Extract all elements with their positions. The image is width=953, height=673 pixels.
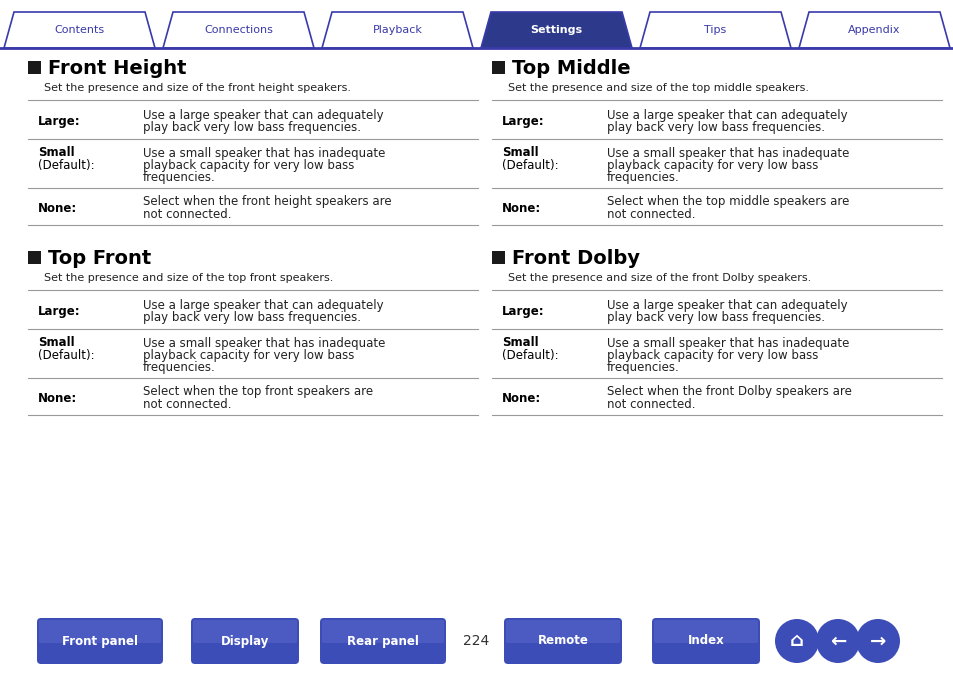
Text: play back very low bass frequencies.: play back very low bass frequencies.	[143, 122, 360, 135]
Text: Large:: Large:	[38, 116, 81, 129]
FancyBboxPatch shape	[39, 620, 161, 643]
Text: Use a large speaker that can adequately: Use a large speaker that can adequately	[606, 110, 846, 122]
Polygon shape	[322, 12, 473, 48]
Text: Use a large speaker that can adequately: Use a large speaker that can adequately	[143, 299, 383, 312]
Text: Use a large speaker that can adequately: Use a large speaker that can adequately	[606, 299, 846, 312]
Text: playback capacity for very low bass: playback capacity for very low bass	[143, 349, 354, 361]
Text: playback capacity for very low bass: playback capacity for very low bass	[143, 159, 354, 172]
Bar	[492, 251, 504, 264]
Text: Use a large speaker that can adequately: Use a large speaker that can adequately	[143, 110, 383, 122]
Text: Select when the front Dolby speakers are: Select when the front Dolby speakers are	[606, 386, 851, 398]
Text: Large:: Large:	[501, 116, 544, 129]
Text: Playback: Playback	[373, 25, 422, 35]
Polygon shape	[4, 12, 154, 48]
Text: not connected.: not connected.	[606, 207, 695, 221]
Text: playback capacity for very low bass: playback capacity for very low bass	[606, 349, 818, 361]
FancyBboxPatch shape	[654, 620, 758, 643]
FancyBboxPatch shape	[319, 618, 446, 664]
Text: None:: None:	[501, 201, 540, 215]
Text: Large:: Large:	[501, 306, 544, 318]
Text: Appendix: Appendix	[847, 25, 900, 35]
Circle shape	[815, 619, 859, 663]
Text: Tips: Tips	[703, 25, 726, 35]
Text: play back very low bass frequencies.: play back very low bass frequencies.	[143, 312, 360, 324]
Text: →: →	[869, 631, 885, 651]
Text: ←: ←	[829, 631, 845, 651]
Text: Connections: Connections	[204, 25, 273, 35]
Text: Small: Small	[38, 336, 74, 349]
FancyBboxPatch shape	[37, 618, 163, 664]
Text: Front panel: Front panel	[62, 635, 138, 647]
Text: Use a small speaker that has inadequate: Use a small speaker that has inadequate	[606, 147, 848, 160]
Bar	[28, 251, 41, 264]
Text: Select when the top front speakers are: Select when the top front speakers are	[143, 386, 373, 398]
Text: Front Dolby: Front Dolby	[512, 249, 639, 268]
FancyBboxPatch shape	[191, 618, 298, 664]
Text: Use a small speaker that has inadequate: Use a small speaker that has inadequate	[143, 147, 385, 160]
Bar	[28, 61, 41, 74]
FancyBboxPatch shape	[193, 620, 296, 643]
Text: Rear panel: Rear panel	[347, 635, 418, 647]
Text: play back very low bass frequencies.: play back very low bass frequencies.	[606, 122, 824, 135]
Text: Remote: Remote	[537, 635, 588, 647]
Text: not connected.: not connected.	[143, 207, 232, 221]
Text: Display: Display	[220, 635, 269, 647]
Text: Index: Index	[687, 635, 723, 647]
Text: 224: 224	[462, 634, 489, 648]
FancyBboxPatch shape	[505, 620, 619, 643]
Circle shape	[855, 619, 899, 663]
Polygon shape	[480, 12, 631, 48]
Text: Top Front: Top Front	[48, 249, 152, 268]
Text: Small: Small	[38, 147, 74, 160]
Polygon shape	[799, 12, 949, 48]
Text: playback capacity for very low bass: playback capacity for very low bass	[606, 159, 818, 172]
Text: Set the presence and size of the top middle speakers.: Set the presence and size of the top mid…	[507, 83, 808, 93]
Text: frequencies.: frequencies.	[606, 361, 679, 374]
Text: Small: Small	[501, 336, 538, 349]
Text: None:: None:	[38, 392, 77, 404]
Text: not connected.: not connected.	[606, 398, 695, 411]
Text: play back very low bass frequencies.: play back very low bass frequencies.	[606, 312, 824, 324]
Text: (Default):: (Default):	[501, 160, 558, 172]
Text: (Default):: (Default):	[501, 349, 558, 363]
Text: not connected.: not connected.	[143, 398, 232, 411]
Text: Use a small speaker that has inadequate: Use a small speaker that has inadequate	[143, 336, 385, 349]
Text: Select when the front height speakers are: Select when the front height speakers ar…	[143, 195, 392, 209]
Text: ⌂: ⌂	[789, 631, 803, 651]
FancyBboxPatch shape	[651, 618, 760, 664]
Text: Set the presence and size of the front height speakers.: Set the presence and size of the front h…	[44, 83, 351, 93]
Text: Set the presence and size of the front Dolby speakers.: Set the presence and size of the front D…	[507, 273, 810, 283]
Text: (Default):: (Default):	[38, 160, 94, 172]
Text: Top Middle: Top Middle	[512, 59, 630, 78]
Text: Large:: Large:	[38, 306, 81, 318]
Text: Contents: Contents	[54, 25, 105, 35]
Text: Small: Small	[501, 147, 538, 160]
Text: frequencies.: frequencies.	[143, 361, 215, 374]
Text: Front Height: Front Height	[48, 59, 186, 78]
Text: Settings: Settings	[530, 25, 582, 35]
Text: frequencies.: frequencies.	[606, 170, 679, 184]
Circle shape	[774, 619, 818, 663]
Text: frequencies.: frequencies.	[143, 170, 215, 184]
Text: Set the presence and size of the top front speakers.: Set the presence and size of the top fro…	[44, 273, 333, 283]
FancyBboxPatch shape	[322, 620, 443, 643]
Polygon shape	[163, 12, 314, 48]
Text: None:: None:	[38, 201, 77, 215]
Bar	[492, 61, 504, 74]
Text: None:: None:	[501, 392, 540, 404]
FancyBboxPatch shape	[503, 618, 621, 664]
Text: Select when the top middle speakers are: Select when the top middle speakers are	[606, 195, 848, 209]
Polygon shape	[639, 12, 790, 48]
Text: (Default):: (Default):	[38, 349, 94, 363]
Text: Use a small speaker that has inadequate: Use a small speaker that has inadequate	[606, 336, 848, 349]
